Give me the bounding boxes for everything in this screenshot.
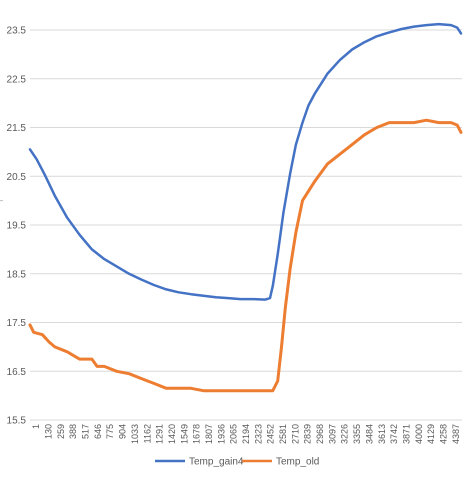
x-tick-label: 4000	[414, 424, 424, 444]
x-tick-label: 775	[105, 424, 115, 439]
x-tick-label: 130	[44, 424, 54, 439]
y-tick-label: 23.5	[7, 26, 27, 37]
x-tick-label: 1807	[204, 424, 214, 444]
x-tick-label: 3097	[327, 424, 337, 444]
y-tick-label: 17.5	[7, 318, 27, 329]
x-tick-label: 3871	[401, 424, 411, 444]
x-tick-label: 3742	[389, 424, 399, 444]
x-tick-label: 2581	[278, 424, 288, 444]
x-tick-label: 646	[93, 424, 103, 439]
x-tick-label: 3613	[377, 424, 387, 444]
x-tick-label: 517	[81, 424, 91, 439]
y-tick-label: 22.5	[7, 74, 27, 85]
y-tick-label: 21.5	[7, 123, 27, 134]
x-tick-label: 1	[31, 424, 41, 429]
x-tick-label: 1420	[167, 424, 177, 444]
series-line-temp-old	[28, 118, 463, 393]
x-tick-label: 3226	[340, 424, 350, 444]
series-line-temp-gain4	[28, 22, 463, 301]
x-tick-label: 4387	[451, 424, 461, 444]
x-tick-label: 2452	[266, 424, 276, 444]
legend-label: Temp_old	[276, 457, 319, 468]
x-tick-label: 3355	[352, 424, 362, 444]
y-tick-label: 16.5	[7, 367, 27, 378]
x-tick-label: 2323	[253, 424, 263, 444]
x-tick-label: 3484	[364, 424, 374, 444]
x-tick-label: 1033	[130, 424, 140, 444]
x-tick-label: 4258	[438, 424, 448, 444]
x-tick-label: 1936	[216, 424, 226, 444]
y-tick-label: 15.5	[7, 416, 27, 427]
x-tick-label: 4129	[426, 424, 436, 444]
x-tick-label: 1162	[142, 424, 152, 443]
x-tick-label: 2839	[303, 424, 313, 444]
x-tick-label: 1291	[155, 424, 165, 444]
y-tick-label: 20.5	[7, 172, 27, 183]
x-tick-label: 1678	[192, 424, 202, 444]
x-tick-label: 2065	[229, 424, 239, 444]
y-tick-label: 19.5	[7, 221, 27, 232]
x-tick-label: 2968	[315, 424, 325, 444]
x-tick-label: 904	[118, 424, 128, 439]
legend-label: Temp_gain4	[189, 457, 244, 468]
y-tick-label: 18.5	[7, 269, 27, 280]
x-tick-label: 2194	[241, 424, 251, 444]
x-tick-label: 388	[68, 424, 78, 439]
x-tick-label: 2710	[290, 424, 300, 444]
x-tick-label: 259	[56, 424, 66, 439]
x-tick-label: 1549	[179, 424, 189, 444]
